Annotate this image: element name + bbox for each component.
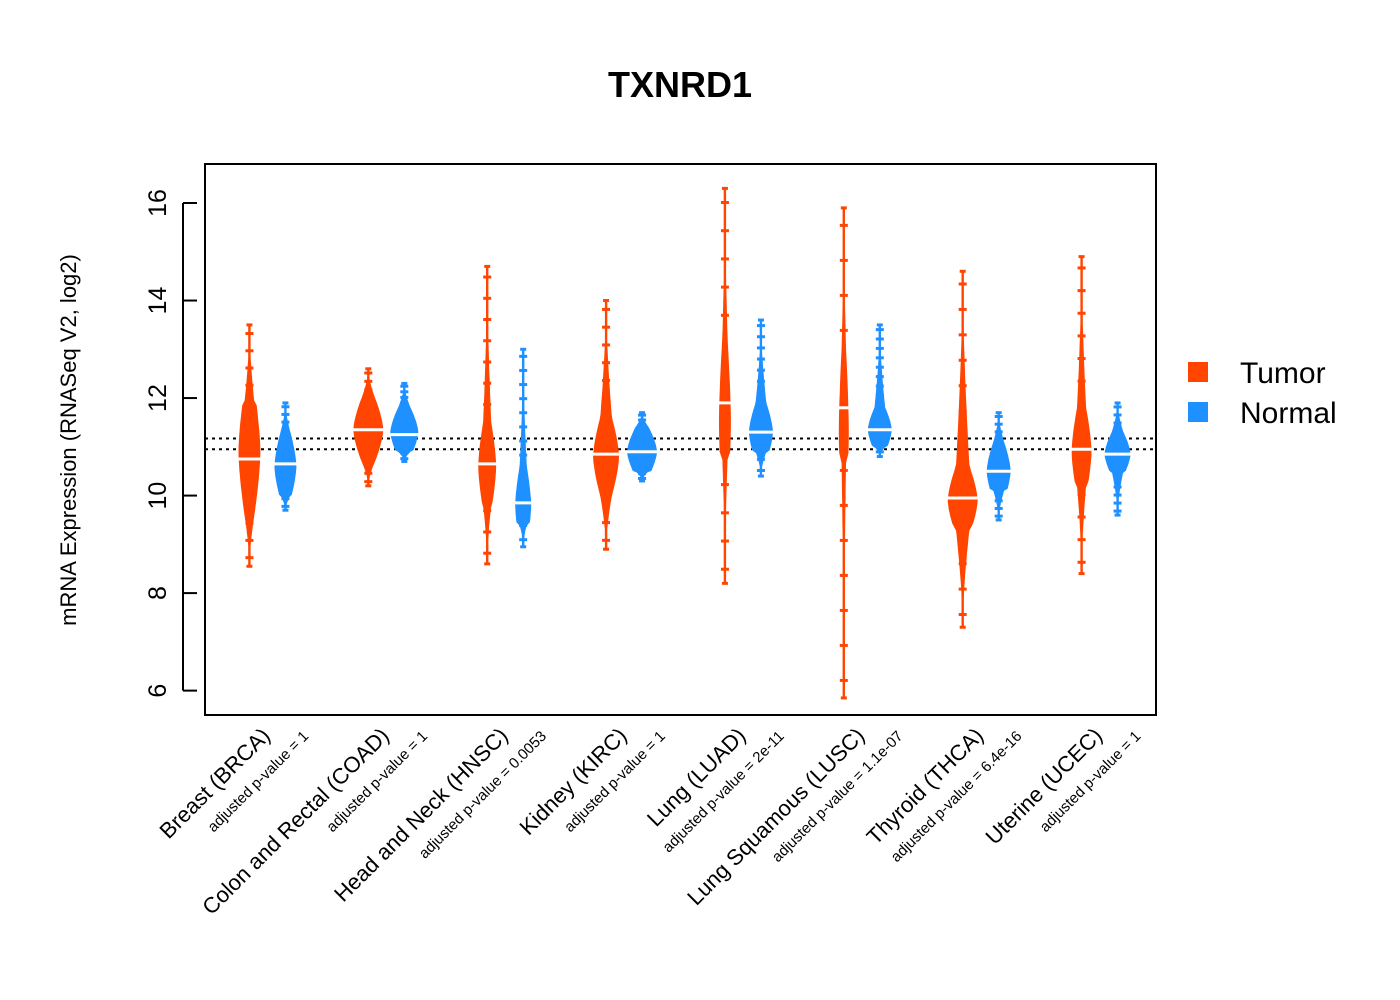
bean-density (274, 402, 297, 511)
bean-density (593, 300, 619, 550)
legend-swatch-normal (1188, 402, 1208, 422)
plot-frame (204, 163, 1157, 716)
y-tick-label-16: 16 (144, 189, 172, 217)
y-axis-label: mRNA Expression (RNASeq V2, log2) (56, 254, 81, 626)
legend-swatch-tumor (1188, 362, 1208, 382)
legend: Tumor Normal (1188, 357, 1337, 430)
bean-density (947, 271, 978, 628)
bean-normal-1 (272, 401, 299, 512)
y-axis: 6 8 10 12 14 16 (144, 189, 197, 698)
bean-normal-4 (625, 411, 660, 483)
bean-density (353, 368, 384, 486)
chart-title: TXNRD1 (608, 64, 752, 105)
bean-tumor-4 (591, 299, 622, 551)
bean-density (749, 320, 773, 477)
bean-density (478, 266, 497, 564)
y-tick-label-12: 12 (144, 384, 172, 412)
bean-normal-3 (513, 347, 534, 549)
bean-density (515, 349, 532, 547)
y-tick-label-10: 10 (144, 482, 172, 510)
bean-density (238, 324, 261, 567)
bean-density (390, 383, 419, 462)
bean-tumor-5 (716, 186, 733, 585)
plot-content (205, 186, 1156, 700)
bean-tumor-1 (236, 323, 263, 568)
bean-density (986, 412, 1011, 520)
bean-density (627, 412, 657, 481)
legend-label-tumor: Tumor (1240, 357, 1326, 390)
y-tick-label-8: 8 (144, 586, 172, 600)
bean-tumor-6 (836, 206, 851, 700)
bean-normal-7 (984, 411, 1013, 522)
y-tick-label-6: 6 (144, 684, 172, 698)
bean-normal-8 (1102, 401, 1133, 517)
bean-normal-5 (746, 318, 775, 478)
bean-density (1104, 402, 1131, 516)
legend-label-normal: Normal (1240, 397, 1337, 430)
bean-tumor-8 (1069, 255, 1094, 576)
y-tick-label-14: 14 (144, 287, 172, 315)
bean-tumor-7 (945, 269, 980, 629)
bean-tumor-3 (476, 264, 499, 566)
bean-density (867, 324, 892, 457)
bean-density (719, 188, 731, 584)
bean-normal-2 (388, 381, 421, 463)
bean-tumor-2 (351, 367, 386, 488)
bean-density (1071, 256, 1092, 574)
bean-normal-6 (865, 323, 894, 459)
bean-density (838, 207, 849, 698)
